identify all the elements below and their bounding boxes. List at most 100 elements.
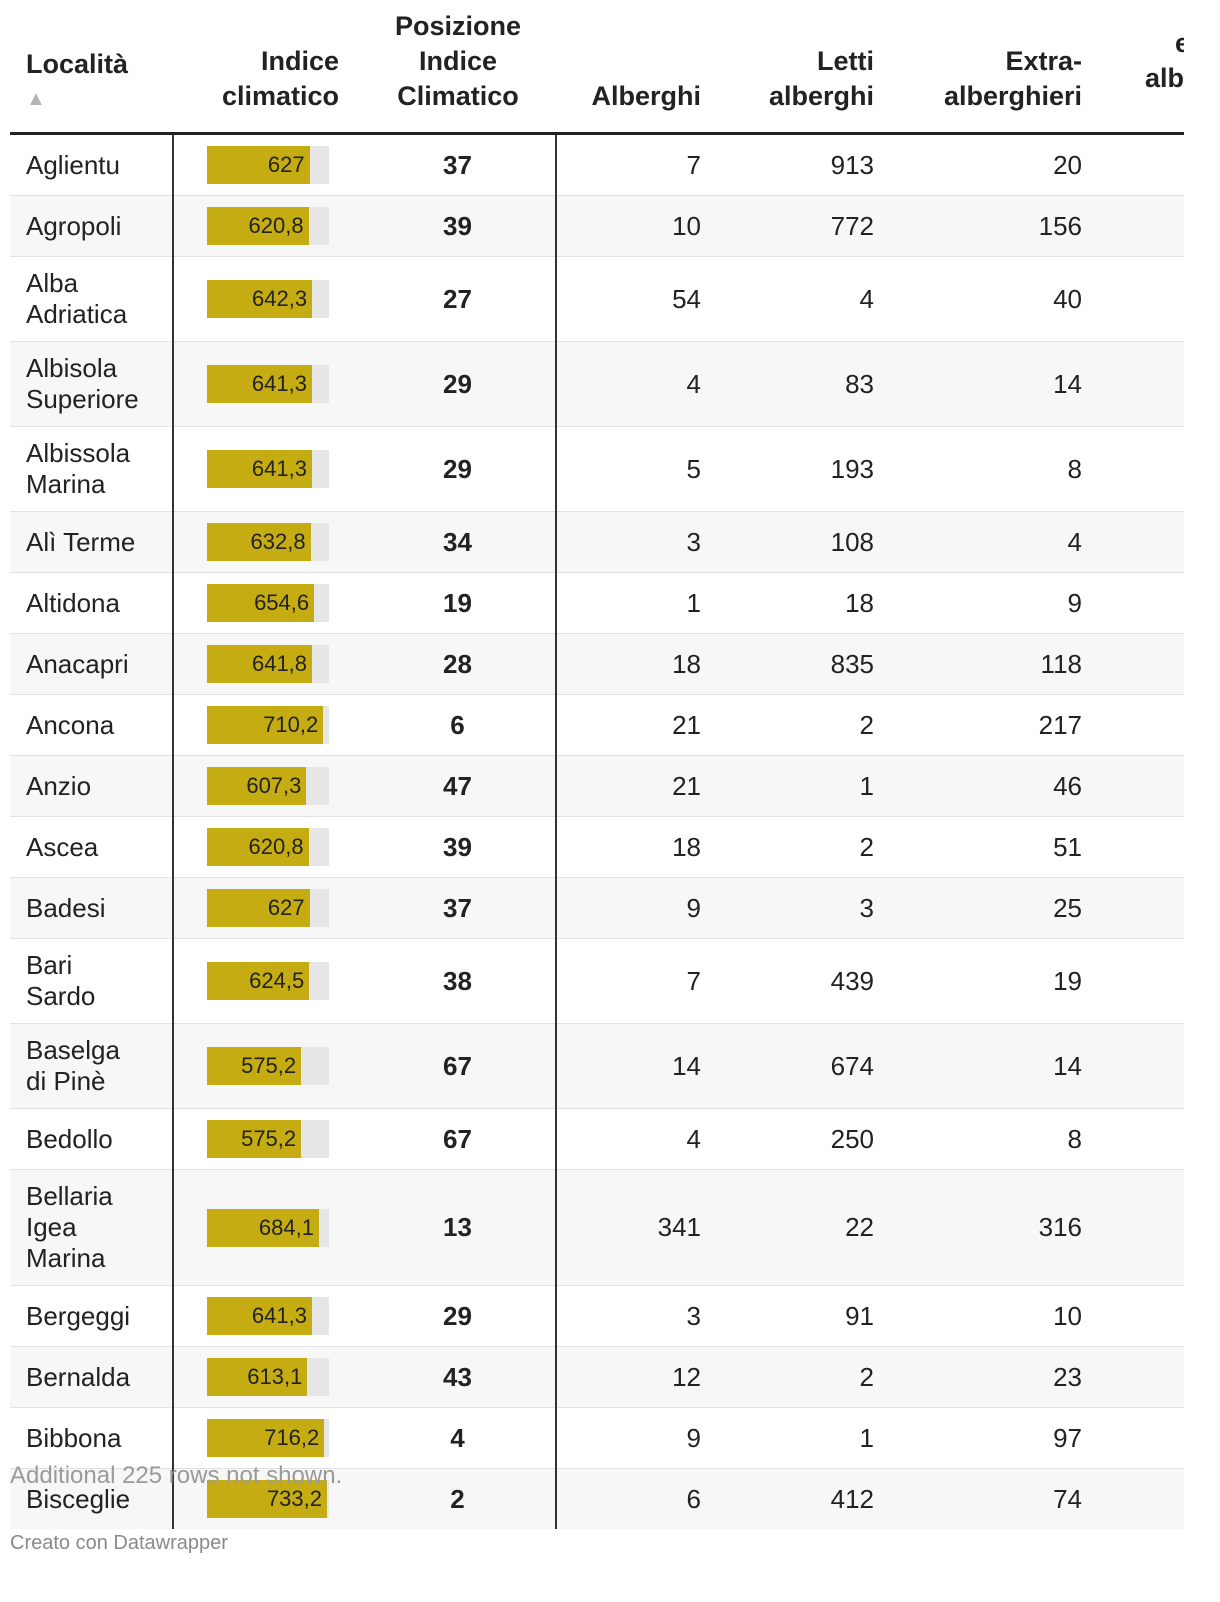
table-row: Albisola Superiore 641,3 29 4 83 14: [10, 341, 1184, 427]
bar-label: 613,1: [247, 1364, 303, 1389]
cell: 43: [360, 1346, 557, 1408]
cell: Ascea: [10, 816, 174, 878]
cell: 22: [722, 1169, 895, 1286]
bar: 716,2: [207, 1419, 325, 1457]
cell: 250: [722, 1108, 895, 1170]
table-row: Bisceglie 733,2 2 6 412 74: [10, 1468, 1184, 1529]
cell: Albisola Superiore: [10, 341, 174, 427]
bar-track: 641,3: [207, 450, 329, 488]
bar: 710,2: [207, 706, 324, 744]
cell: 654,6: [173, 572, 360, 634]
bar-track: 607,3: [207, 767, 329, 805]
bar: 641,3: [207, 450, 312, 488]
cell: 575,2: [173, 1108, 360, 1170]
cell: Baselga di Pinè: [10, 1023, 174, 1109]
cell: 642,3: [173, 256, 360, 342]
bar-track: 642,3: [207, 280, 329, 318]
cell: 2: [722, 1346, 895, 1408]
bar: 607,3: [207, 767, 307, 805]
table-wrapper: Località ▲ Indice climatico Posizione Indic…: [10, 0, 1184, 1529]
location-name: Bernalda: [26, 1361, 131, 1392]
bar: 620,8: [207, 207, 309, 245]
table-row: Alba Adriatica 642,3 27 54 4 40: [10, 256, 1184, 342]
bar: 613,1: [207, 1358, 308, 1396]
data-table: Località ▲ Indice climatico Posizione Indic…: [10, 0, 1184, 1529]
cell: 156: [895, 195, 1103, 257]
column-header: e alb: [1103, 0, 1184, 135]
cell: 9: [556, 877, 722, 939]
cell: [1103, 1407, 1184, 1469]
cell: Anacapri: [10, 633, 174, 695]
column-header: Alberghi: [556, 0, 722, 135]
cell: [1103, 1108, 1184, 1170]
footer-note: Additional 225 rows not shown.: [10, 1462, 343, 1489]
header-text: e: [1175, 28, 1184, 58]
table-row: Bari Sardo 624,5 38 7 439 19: [10, 938, 1184, 1024]
cell: 18: [722, 572, 895, 634]
cell: 641,8: [173, 633, 360, 695]
cell: 4: [556, 341, 722, 427]
cell: Bellaria Igea Marina: [10, 1169, 174, 1286]
table-row: Bergeggi 641,3 29 3 91 10: [10, 1285, 1184, 1347]
location-name: Bari Sardo: [26, 950, 96, 1011]
cell: 9: [556, 1407, 722, 1469]
cell: 118: [895, 633, 1103, 695]
column-header: Indice climatico: [173, 0, 360, 135]
bar-label: 654,6: [254, 590, 310, 615]
bar-label: 684,1: [258, 1214, 314, 1240]
cell: 2: [722, 694, 895, 756]
cell: Aglientu: [10, 133, 174, 196]
location-name: Anzio: [26, 770, 92, 801]
bar: 627: [207, 889, 310, 927]
bar: 627: [207, 146, 310, 184]
bar-label: 641,8: [251, 651, 308, 676]
cell: 74: [895, 1468, 1103, 1529]
credit[interactable]: Creato con Datawrapper: [10, 1532, 228, 1554]
column-header: Località ▲: [10, 0, 173, 135]
location-name: Bergeggi: [26, 1300, 131, 1331]
cell: 25: [895, 877, 1103, 939]
bar-label: 641,3: [251, 371, 307, 396]
bar-track: 620,8: [207, 828, 329, 866]
bar-label: 575,2: [241, 1053, 297, 1078]
cell: 1: [722, 755, 895, 817]
cell: 91: [722, 1285, 895, 1347]
cell: 9: [895, 572, 1103, 634]
cell: 2: [360, 1468, 557, 1529]
cell: 439: [722, 938, 895, 1024]
cell: 28: [360, 633, 557, 695]
table-row: Bedollo 575,2 67 4 250 8: [10, 1108, 1184, 1170]
table-row: Albissola Marina 641,3 29 5 193 8: [10, 426, 1184, 512]
cell: 34: [360, 511, 557, 573]
cell: 641,3: [173, 341, 360, 427]
bar: 641,8: [207, 645, 313, 683]
bar-track: 710,2: [207, 706, 329, 744]
bar-label: 642,3: [252, 286, 308, 311]
cell: 14: [556, 1023, 722, 1109]
bar-track: 716,2: [207, 1419, 329, 1457]
cell: 38: [360, 938, 557, 1024]
table-row: Anacapri 641,8 28 18 835 118: [10, 633, 1184, 695]
bar: 641,3: [207, 365, 312, 403]
location-name: Aglientu: [26, 149, 120, 180]
bar: 642,3: [207, 280, 313, 318]
cell: [1103, 633, 1184, 695]
cell: 913: [830, 149, 874, 180]
cell: [1103, 1468, 1184, 1529]
location-name: Agropoli: [26, 210, 122, 241]
header-text: alb: [1145, 63, 1184, 93]
bar-track: 641,3: [207, 1297, 329, 1335]
bar-label: 627: [267, 152, 305, 177]
location-name: Ancona: [26, 709, 115, 740]
bar-label: 733,2: [266, 1486, 322, 1511]
cell: Anzio: [10, 755, 174, 817]
cell: 40: [895, 256, 1103, 342]
cell: 20: [1053, 149, 1082, 180]
cell: [1103, 1169, 1184, 1286]
bar: 632,8: [207, 523, 311, 561]
header-text: Alberghi: [591, 81, 701, 111]
cell: Albissola Marina: [10, 426, 174, 512]
bar-label: 710,2: [263, 712, 319, 737]
header-row: Località ▲ Indice climatico Posizione Indic…: [10, 0, 1184, 135]
location-name: Altidona: [26, 587, 120, 618]
